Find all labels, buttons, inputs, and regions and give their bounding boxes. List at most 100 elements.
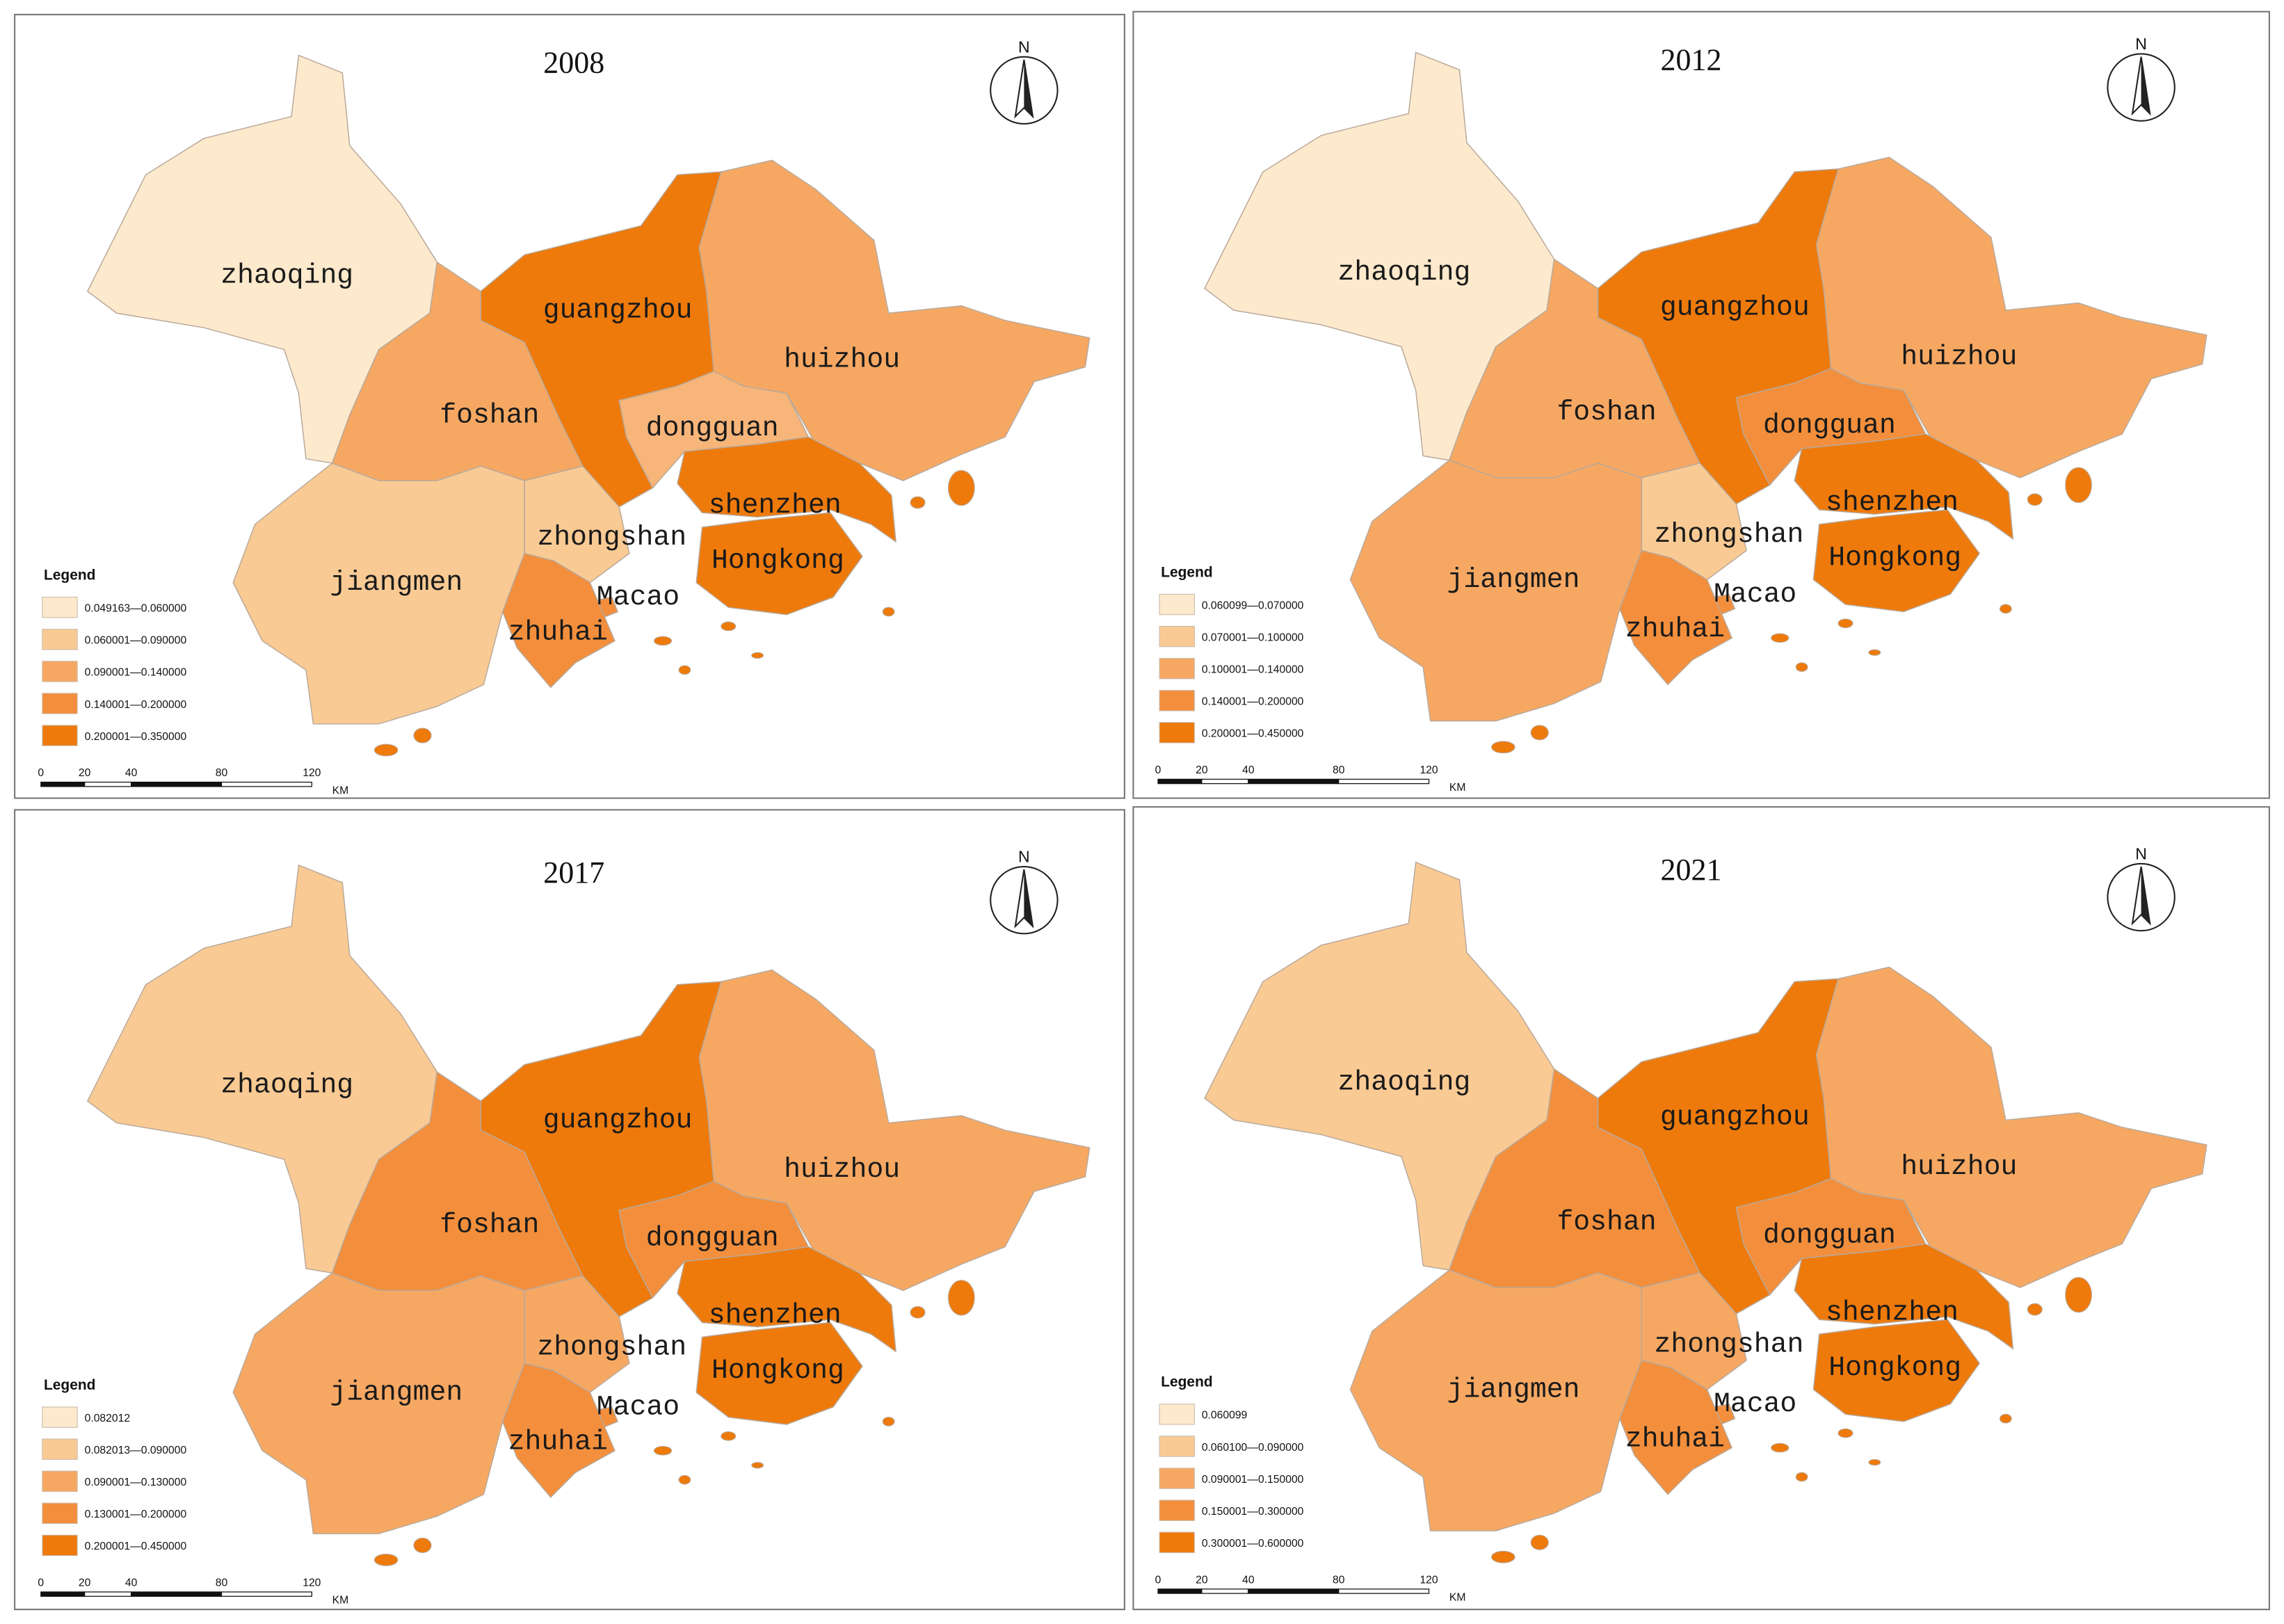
region [1349,459,1643,722]
scale-label: 80 [216,1577,228,1589]
island [947,1280,975,1316]
island [1837,1428,1853,1438]
scale-label: 80 [216,767,228,779]
legend-label: 0.060099 [1202,1410,1247,1422]
legend-swatch [42,1502,78,1525]
region-label: zhuhai [508,1426,608,1458]
region-label: Macao [597,581,679,613]
north-label: N [2135,35,2147,53]
scale-segment [1201,778,1249,785]
scale-unit: KM [332,1595,349,1607]
region [86,54,438,464]
region-label: Macao [597,1391,679,1422]
region-label: zhaoqing [220,1070,353,1101]
region-label: guangzhou [1660,1102,1810,1133]
region-label: foshan [440,399,539,431]
region-label: Macao [1714,1388,1796,1420]
scale-label: 20 [79,1577,91,1589]
island [1530,1534,1549,1550]
region [86,864,438,1274]
legend-label: 0.200001—0.450000 [85,1541,187,1552]
scale-label: 120 [303,1577,321,1589]
island [721,621,737,632]
legend-swatch [42,629,78,650]
scale-segment [131,781,223,787]
scale-label: 120 [303,767,321,779]
region-label: zhaoqing [1337,1066,1470,1098]
legend-label: 0.300001—0.600000 [1202,1538,1304,1550]
region-label: zhuhai [508,616,608,648]
legend-label: 0.140001—0.200000 [85,699,187,711]
scale-unit: KM [332,785,349,796]
legend-label: 0.100001—0.140000 [1202,664,1304,676]
region-label: guangzhou [1660,291,1810,323]
north-label: N [1018,38,1030,56]
north-label: N [1018,848,1030,866]
region-label: foshan [440,1209,539,1241]
island [373,743,399,757]
island [2027,1303,2043,1316]
island [678,1474,691,1485]
region-label: shenzhen [1826,487,1959,518]
region-label: zhongshan [1655,1328,1804,1360]
scale-segment [1157,1589,1203,1594]
island [373,1553,399,1566]
legend-swatch [42,661,78,682]
legend-swatch [1159,1531,1195,1553]
map-title: 2021 [1661,853,1722,887]
scale-segment [40,781,86,787]
legend-label: 0.049163—0.060000 [85,603,187,615]
scale-segment [1248,778,1340,785]
map-title: 2012 [1661,43,1722,77]
scale-unit: KM [1449,782,1466,794]
region-label: Hongkong [1828,542,1961,574]
scale-segment [1338,778,1430,785]
island [1868,649,1881,656]
region [501,1362,616,1498]
legend-title: Legend [1161,564,1212,580]
legend-swatch [1159,1436,1195,1457]
region [232,463,525,725]
island [1795,662,1808,672]
scale-label: 0 [1155,1574,1161,1586]
island [413,727,432,743]
north-arrow-fill [2141,56,2150,114]
legend-swatch [1159,625,1195,648]
region-label: shenzhen [709,1300,842,1331]
legend-swatch [1159,690,1195,711]
scale-label: 0 [38,767,44,779]
region [695,1321,863,1425]
scale-label: 120 [1420,1574,1438,1586]
island [910,496,926,509]
scale-label: 40 [125,767,138,779]
island [1491,741,1515,754]
legend-swatch [1159,593,1195,616]
scale-segment [1248,1589,1340,1594]
legend-swatch [42,1406,78,1428]
legend-swatch [1159,722,1195,743]
region-label: zhaoqing [1337,257,1470,288]
region-label: guangzhou [543,295,693,326]
region [501,552,616,689]
scale-segment [84,1591,132,1597]
region-label: dongguan [646,412,779,444]
region [1619,1360,1733,1495]
island [413,1537,432,1553]
region-label: jiangmen [330,1376,463,1408]
scale-label: 40 [1242,764,1255,776]
scale-segment [40,1591,86,1597]
legend-label: 0.200001—0.350000 [85,731,187,743]
map-panel: 2021 zhaoqing guangzhou huizhou foshan donggu… [1155,845,2207,1603]
island [1771,1442,1790,1453]
scale-label: 40 [125,1577,138,1589]
legend-swatch [42,1438,78,1460]
island [910,1305,926,1319]
region [677,436,896,543]
island [2027,493,2043,506]
island [2065,1277,2092,1313]
region [1619,549,1733,686]
island [678,665,691,675]
region-label: zhongshan [537,1332,686,1363]
region [695,512,863,616]
